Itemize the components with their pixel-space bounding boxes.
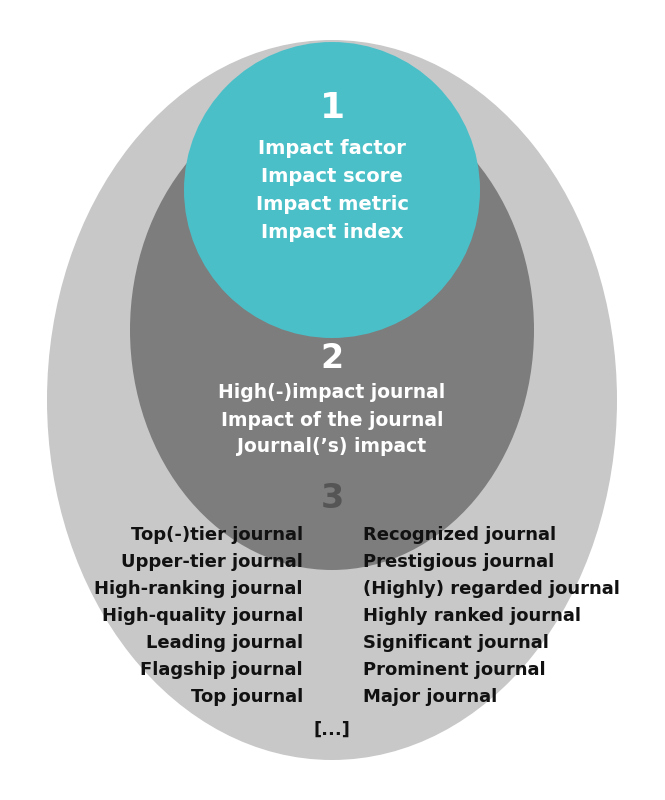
Text: Prominent journal: Prominent journal <box>363 661 545 679</box>
Text: 1: 1 <box>319 91 344 125</box>
Text: Impact score: Impact score <box>261 166 403 186</box>
Text: High(-)impact journal: High(-)impact journal <box>218 383 446 402</box>
Text: Impact metric: Impact metric <box>255 194 408 214</box>
Text: Journal(’s) impact: Journal(’s) impact <box>237 438 426 457</box>
Text: Leading journal: Leading journal <box>146 634 303 652</box>
Ellipse shape <box>47 40 617 760</box>
Text: (Highly) regarded journal: (Highly) regarded journal <box>363 580 620 598</box>
Text: High-ranking journal: High-ranking journal <box>94 580 303 598</box>
Text: Top(-)tier journal: Top(-)tier journal <box>131 526 303 544</box>
Text: [...]: [...] <box>314 721 350 739</box>
Text: Prestigious journal: Prestigious journal <box>363 553 554 571</box>
Ellipse shape <box>184 42 480 338</box>
Text: Impact factor: Impact factor <box>258 138 406 158</box>
Text: Major journal: Major journal <box>363 688 497 706</box>
Text: Significant journal: Significant journal <box>363 634 549 652</box>
Text: Top journal: Top journal <box>191 688 303 706</box>
Text: Upper-tier journal: Upper-tier journal <box>121 553 303 571</box>
Text: Impact index: Impact index <box>261 222 403 242</box>
Text: High-quality journal: High-quality journal <box>102 607 303 625</box>
Text: Highly ranked journal: Highly ranked journal <box>363 607 581 625</box>
Text: Impact of the journal: Impact of the journal <box>221 410 444 430</box>
Text: 2: 2 <box>321 342 344 374</box>
Text: 3: 3 <box>321 482 344 514</box>
Text: Recognized journal: Recognized journal <box>363 526 556 544</box>
Ellipse shape <box>130 90 534 570</box>
Text: Flagship journal: Flagship journal <box>140 661 303 679</box>
